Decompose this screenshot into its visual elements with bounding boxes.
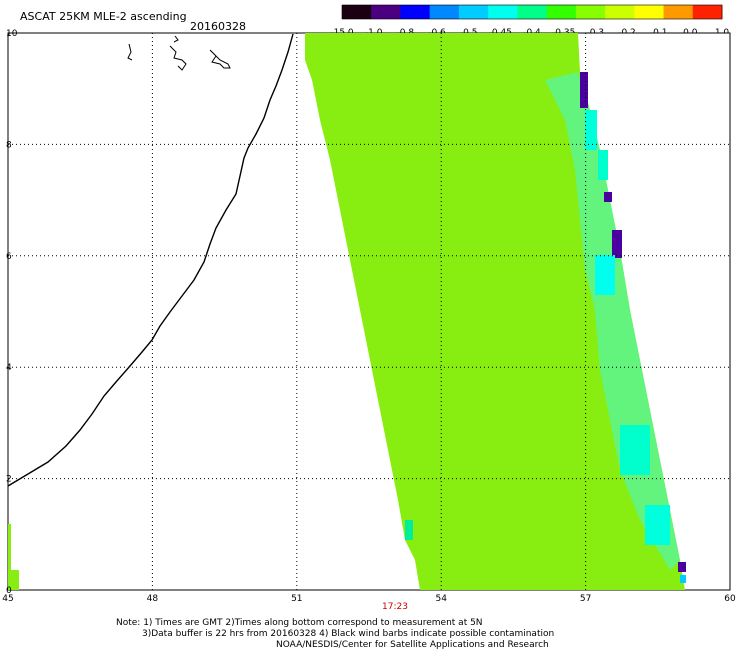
legend-color-swatch — [663, 5, 694, 19]
longitude-tick-label: 60 — [724, 594, 736, 604]
island-path — [169, 45, 187, 71]
swath-patch — [604, 192, 612, 202]
legend-color-swatch — [605, 5, 635, 19]
legend-color-swatch — [517, 5, 548, 19]
swath-patch — [580, 72, 588, 108]
legend-color-swatch — [634, 5, 665, 19]
measurement-time-label: 17:23 — [382, 602, 408, 612]
legend-color-swatch — [575, 5, 606, 19]
scatterometer-swath — [305, 33, 686, 590]
note-line-3: NOAA/NESDIS/Center for Satellite Applica… — [276, 640, 549, 650]
legend-color-swatch — [546, 5, 577, 19]
swath-patch — [678, 562, 686, 572]
note-line-1: Note: 1) Times are GMT 2)Times along bot… — [116, 618, 483, 628]
latitude-tick-label: 0 — [6, 586, 12, 596]
longitude-tick-labels: 45 48 51 54 57 60 — [2, 594, 736, 604]
legend-color-swatch — [488, 5, 518, 19]
swath-patch — [598, 150, 608, 180]
map-date: 20160328 — [190, 20, 246, 33]
swath-patch — [645, 505, 670, 545]
longitude-tick-label: 45 — [2, 594, 13, 604]
swath-patch — [620, 425, 650, 475]
swath-patch — [405, 520, 413, 540]
map-plot-area — [7, 32, 731, 591]
map-title: ASCAT 25KM MLE-2 ascending — [20, 10, 187, 23]
legend-color-swatch — [400, 5, 431, 19]
latitude-tick-label: 10 — [6, 29, 18, 39]
longitude-tick-label: 48 — [147, 594, 159, 604]
island-path — [173, 35, 179, 43]
note-line-2: 3)Data buffer is 22 hrs from 20160328 4)… — [142, 629, 554, 639]
swath-patch — [680, 575, 686, 583]
longitude-tick-label: 51 — [291, 594, 302, 604]
legend-color-swatch — [371, 5, 401, 19]
legend-color-swatch — [429, 5, 460, 19]
bottom-left-data-bar — [8, 524, 11, 590]
island-path — [127, 43, 133, 61]
legend-color-swatch — [458, 5, 489, 19]
coastline-path — [7, 33, 294, 487]
swath-patch — [585, 110, 597, 150]
latitude-tick-label: 6 — [6, 252, 12, 262]
swath-patch — [595, 255, 615, 295]
latitude-tick-label: 8 — [6, 140, 12, 150]
legend-color-swatch — [342, 5, 372, 19]
latitude-tick-label: 4 — [6, 363, 12, 373]
bottom-left-data-block — [11, 570, 19, 590]
latitude-tick-label: 2 — [6, 475, 12, 485]
coastline — [7, 33, 294, 487]
island-path — [209, 49, 231, 69]
latitude-tick-labels: 0 2 4 6 8 10 — [6, 29, 18, 596]
longitude-tick-label: 54 — [435, 594, 447, 604]
longitude-tick-label: 57 — [580, 594, 591, 604]
legend-color-swatch — [692, 5, 723, 19]
swath-patch — [612, 230, 622, 258]
